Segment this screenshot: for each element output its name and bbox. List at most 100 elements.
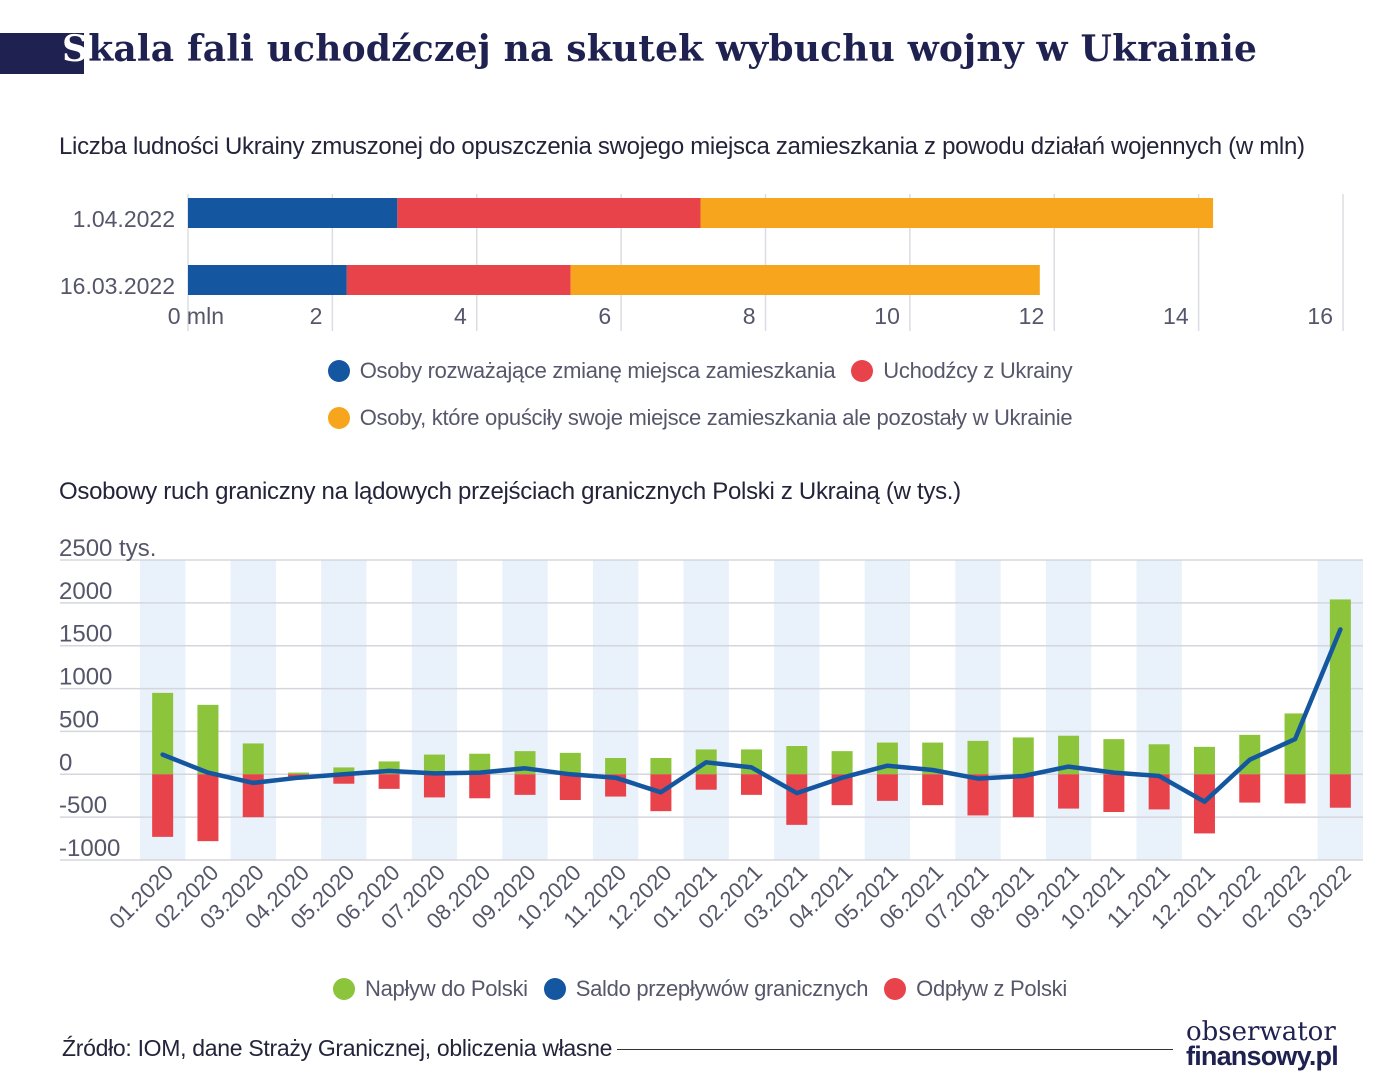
page-title-first-letter: S bbox=[62, 28, 89, 70]
chart2-inflow-bar bbox=[152, 692, 174, 775]
chart2-stripe bbox=[1045, 560, 1092, 860]
chart2-inflow-bar bbox=[333, 767, 355, 775]
chart1-x-tick-label: 8 bbox=[743, 303, 756, 329]
chart2-outflow-bar bbox=[831, 774, 853, 806]
chart2-inflow-bar bbox=[967, 740, 989, 775]
chart2-outflow-bar bbox=[1329, 774, 1351, 808]
chart2-outflow-bar bbox=[1058, 774, 1080, 809]
chart2-inflow-bar bbox=[469, 753, 491, 775]
chart1-category-label: 16.03.2022 bbox=[60, 273, 175, 299]
chart2-outflow-bar bbox=[1148, 774, 1170, 810]
chart2-inflow-bar bbox=[423, 754, 445, 775]
chart2-inflow-bar bbox=[1148, 744, 1170, 775]
chart2-outflow-bar bbox=[786, 774, 808, 825]
chart2-outflow-bar bbox=[242, 774, 264, 818]
chart2-stripe bbox=[864, 560, 911, 860]
chart2-inflow-bar bbox=[1012, 737, 1034, 775]
chart2-y-tick-label: 1000 bbox=[59, 664, 112, 691]
chart2-outflow-bar bbox=[469, 774, 491, 799]
chart2-inflow-bar bbox=[1103, 739, 1125, 775]
source-divider bbox=[617, 1049, 1173, 1050]
chart2-inflow-bar bbox=[1329, 599, 1351, 775]
chart1-x-tick-label: 12 bbox=[1019, 303, 1045, 329]
chart2-outflow-bar bbox=[922, 774, 944, 806]
legend-dot-green-icon bbox=[333, 978, 356, 1000]
chart1-bar-segment bbox=[188, 265, 347, 295]
legend-dot-blue-line-icon bbox=[543, 978, 566, 1000]
chart2-inflow-bar bbox=[650, 758, 672, 775]
chart2-legend-label-3: Odpływ z Polski bbox=[916, 976, 1067, 1001]
chart2-inflow-bar bbox=[197, 704, 219, 775]
chart1-x-tick-label: 0 mln bbox=[168, 303, 224, 329]
chart2-inflow-bar bbox=[605, 758, 627, 775]
chart2-legend-label-1: Napływ do Polski bbox=[365, 976, 528, 1001]
chart2-inflow-bar bbox=[242, 743, 264, 775]
title-accent-bar bbox=[0, 33, 84, 74]
chart2-y-tick-label: 2000 bbox=[59, 578, 112, 605]
chart2-inflow-bar bbox=[922, 742, 944, 775]
chart2-subtitle: Osobowy ruch graniczny na lądowych przej… bbox=[59, 478, 961, 505]
chart1-bar-segment bbox=[570, 265, 1040, 295]
chart1-x-tick-label: 6 bbox=[598, 303, 611, 329]
chart2-outflow-bar bbox=[741, 774, 762, 795]
chart2-y-tick-label: 1500 bbox=[59, 621, 112, 648]
chart2-inflow-bar bbox=[786, 746, 808, 775]
chart1-legend-row-1: Osoby rozważające zmianę miejsca zamiesz… bbox=[0, 358, 1400, 384]
legend-dot-blue-icon bbox=[327, 360, 350, 382]
chart1-legend-item-orange: Osoby, które opuściły swoje miejsce zami… bbox=[327, 405, 1073, 431]
page-title: Skala fali uchodźczej na skutek wybuchu … bbox=[62, 28, 1257, 70]
chart1-legend-label-1: Osoby rozważające zmianę miejsca zamiesz… bbox=[359, 358, 836, 383]
chart2-outflow-bar bbox=[967, 774, 989, 816]
chart2-outflow-bar bbox=[514, 774, 536, 795]
chart2-outflow-bar bbox=[152, 774, 174, 837]
chart2-stripe bbox=[1136, 560, 1182, 860]
chart2-balance-line bbox=[160, 627, 1343, 804]
chart2-y-tick-label: 2500 tys. bbox=[59, 535, 156, 562]
logo-line-1: obserwator bbox=[1186, 1017, 1336, 1047]
chart1-bar-segment bbox=[397, 198, 701, 228]
chart2-legend-item-green: Napływ do Polski bbox=[333, 976, 528, 1002]
chart1-x-tick-label: 4 bbox=[454, 303, 467, 329]
chart2-outflow-bar bbox=[378, 774, 400, 789]
chart2-inflow-bar bbox=[559, 752, 581, 775]
chart2-stripe bbox=[502, 560, 548, 860]
chart2-y-tick-label: -1000 bbox=[59, 835, 120, 862]
chart2-stripe bbox=[683, 560, 729, 860]
chart2-inflow-bar bbox=[288, 772, 310, 775]
chart1-bar-segment bbox=[700, 198, 1214, 228]
chart1-svg: 0 mln 2 4 6 8 10 12 14 16 1.04.2022 16.03.2022 bbox=[60, 194, 1344, 331]
chart2-outflow-bar bbox=[1239, 774, 1261, 803]
chart1-x-tick-label: 16 bbox=[1307, 303, 1333, 329]
chart1-legend-label-3: Osoby, które opuściły swoje miejsce zami… bbox=[359, 405, 1073, 430]
chart2-outflow-bar bbox=[1012, 774, 1034, 818]
chart2-legend-row: Napływ do Polski Saldo przepływów granic… bbox=[0, 976, 1400, 1002]
chart2-y-tick-label: 500 bbox=[59, 706, 99, 733]
chart1-category-label: 1.04.2022 bbox=[73, 206, 175, 232]
chart1-legend-row-2: Osoby, które opuściły swoje miejsce zami… bbox=[0, 405, 1400, 431]
chart1-legend-item-blue: Osoby rozważające zmianę miejsca zamiesz… bbox=[327, 358, 836, 384]
chart2-outflow-bar bbox=[695, 774, 717, 790]
chart1-legend-label-2: Uchodźcy z Ukrainy bbox=[883, 358, 1073, 383]
chart1-x-tick-label: 14 bbox=[1163, 303, 1189, 329]
chart1-x-tick-label: 10 bbox=[874, 303, 900, 329]
legend-dot-red-icon bbox=[851, 360, 874, 382]
logo-line-2: finansowy.pl bbox=[1186, 1041, 1339, 1071]
brand-logo: obserwator finansowy.pl bbox=[1186, 1017, 1366, 1080]
chart2-stripe bbox=[411, 560, 458, 860]
chart2-legend-item-red: Odpływ z Polski bbox=[884, 976, 1067, 1002]
legend-dot-red-outflow-icon bbox=[884, 978, 907, 1000]
chart1-legend-item-red: Uchodźcy z Ukrainy bbox=[851, 358, 1073, 384]
chart1-bar-segment bbox=[188, 198, 398, 228]
chart2-y-tick-label: 0 bbox=[59, 749, 72, 776]
chart2-stripe bbox=[321, 560, 367, 860]
chart2-outflow-bar bbox=[423, 774, 445, 798]
chart2-inflow-bar bbox=[831, 751, 853, 775]
chart2-outflow-bar bbox=[1284, 774, 1306, 804]
chart2-svg: 2500 tys.2000150010005000-500-100001.202… bbox=[59, 535, 1363, 934]
chart2-inflow-bar bbox=[1058, 735, 1080, 775]
chart2-stripe bbox=[592, 560, 639, 860]
chart1-bar-segment bbox=[346, 265, 571, 295]
chart1-subtitle: Liczba ludności Ukrainy zmuszonej do opu… bbox=[59, 133, 1305, 160]
chart2-outflow-bar bbox=[559, 774, 581, 800]
chart2-outflow-bar bbox=[197, 774, 219, 842]
